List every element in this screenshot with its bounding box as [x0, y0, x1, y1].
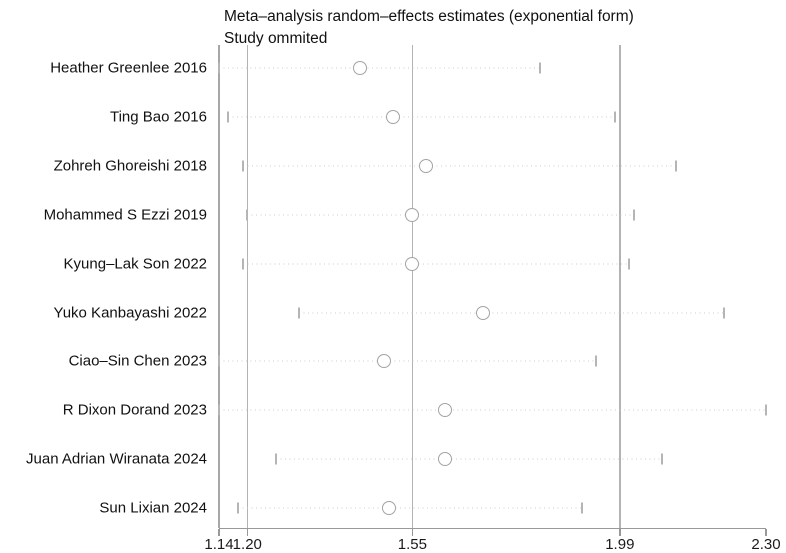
ci-line — [247, 214, 634, 216]
ci-upper-tick — [675, 160, 678, 172]
ci-line — [275, 458, 663, 460]
ref-line-overall-ci-lower — [246, 45, 248, 528]
estimate-circle — [476, 305, 491, 320]
ci-lower-tick — [218, 404, 220, 416]
ci-upper-tick — [614, 111, 617, 123]
study-label: Kyung–Lak Son 2022 — [63, 255, 207, 273]
estimate-circle — [405, 256, 420, 271]
study-label: R Dixon Dorand 2023 — [62, 401, 207, 419]
x-axis-tick-label: 2.30 — [751, 536, 781, 553]
estimate-circle — [386, 109, 401, 124]
ci-lower-tick — [218, 62, 220, 74]
ci-upper-tick — [722, 307, 725, 318]
ci-line — [228, 116, 616, 118]
ci-lower-tick — [246, 209, 249, 221]
ci-line — [299, 312, 724, 313]
ci-lower-tick — [241, 160, 244, 172]
ci-lower-tick — [274, 453, 277, 465]
ci-upper-tick — [661, 453, 664, 465]
ci-line — [219, 360, 597, 362]
study-label: Heather Greenlee 2016 — [50, 59, 207, 77]
x-axis-tick — [246, 529, 248, 536]
ci-upper-tick — [632, 209, 635, 221]
ci-lower-tick — [227, 111, 230, 123]
ci-lower-tick — [298, 307, 301, 318]
ci-line — [242, 263, 630, 265]
ci-upper-tick — [595, 355, 598, 367]
study-label: Zohreh Ghoreishi 2018 — [53, 157, 207, 175]
study-label: Sun Lixian 2024 — [99, 499, 207, 517]
x-axis-tick-label: 1.20 — [232, 536, 262, 553]
plot-title: Meta–analysis random–effects estimates (… — [224, 8, 634, 25]
x-axis-tick-label: 1.14 — [204, 536, 234, 553]
ci-line — [237, 507, 583, 509]
study-label: Yuko Kanbayashi 2022 — [53, 304, 207, 321]
ci-line — [242, 165, 677, 167]
estimate-circle — [438, 403, 453, 418]
ci-upper-tick — [765, 404, 767, 416]
ref-line-overall-ci-upper — [619, 45, 621, 528]
estimate-circle — [419, 158, 434, 173]
estimate-circle — [377, 354, 392, 369]
x-axis-tick-label: 1.99 — [605, 536, 635, 553]
study-label: Juan Adrian Wiranata 2024 — [26, 450, 207, 468]
x-axis-tick — [765, 529, 767, 536]
ci-lower-tick — [236, 502, 239, 514]
x-axis-tick-label: 1.55 — [397, 536, 427, 553]
ci-upper-tick — [581, 502, 584, 514]
ci-line — [219, 67, 540, 69]
ci-upper-tick — [538, 62, 541, 74]
plot-title-block: Meta–analysis random–effects estimates (… — [224, 6, 634, 50]
ci-lower-tick — [218, 355, 220, 367]
plot-subtitle: Study ommited — [224, 30, 328, 47]
estimate-circle — [381, 501, 396, 516]
study-label: Ting Bao 2016 — [109, 108, 207, 126]
x-axis-tick — [619, 529, 621, 536]
estimate-circle — [405, 207, 420, 222]
study-label: Ciao–Sin Chen 2023 — [68, 352, 207, 370]
x-axis-tick — [411, 529, 414, 536]
ci-lower-tick — [241, 258, 244, 270]
y-axis-line — [218, 45, 220, 528]
x-axis-line — [219, 528, 766, 530]
x-axis-tick — [218, 529, 220, 536]
study-label: Mohammed S Ezzi 2019 — [43, 206, 207, 224]
ci-line — [219, 409, 766, 411]
estimate-circle — [438, 452, 453, 467]
ref-line-overall-estimate — [411, 45, 414, 528]
ci-upper-tick — [628, 258, 631, 270]
estimate-circle — [353, 61, 368, 75]
